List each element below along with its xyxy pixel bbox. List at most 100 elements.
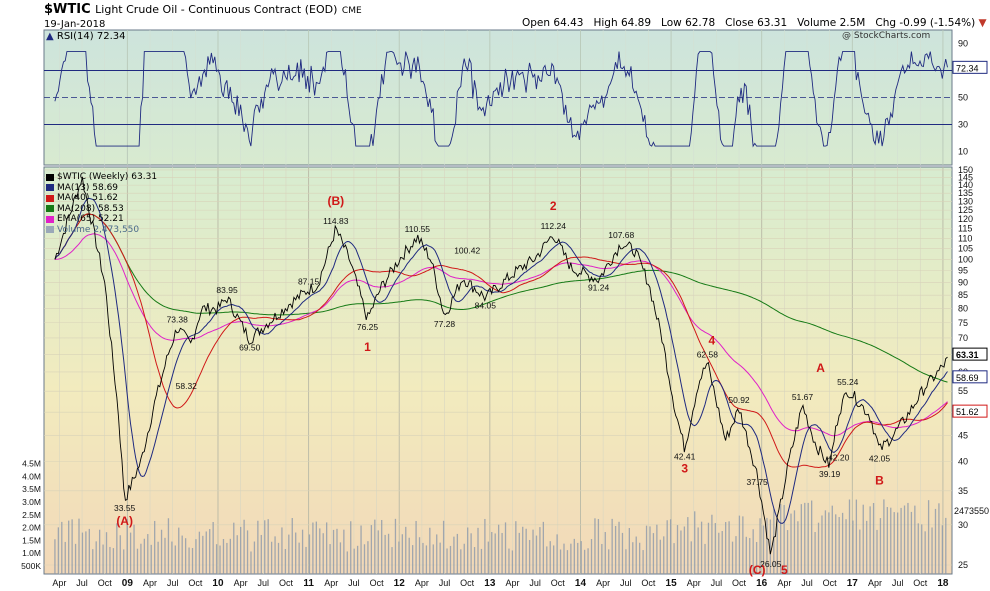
volume-bar <box>394 518 397 574</box>
price-tick-label: 110 <box>958 233 972 243</box>
volume-bar <box>793 510 796 574</box>
volume-bar <box>312 522 314 574</box>
volume-bar <box>133 524 135 574</box>
wave-label: (A) <box>116 514 133 528</box>
volume-bar <box>563 543 565 574</box>
volume-bar <box>240 526 242 574</box>
volume-bar <box>883 499 885 574</box>
legend-label: MA(40) 51.62 <box>57 193 119 203</box>
x-tick-label: Apr <box>868 578 882 588</box>
volume-bar <box>539 527 541 574</box>
volume-bar <box>680 530 682 574</box>
x-tick-label: Oct <box>370 578 385 588</box>
volume-bar <box>64 541 66 574</box>
volume-bar <box>618 521 620 574</box>
volume-tick-label: 4.5M <box>22 459 41 469</box>
volume-bar <box>277 542 280 574</box>
price-tick-label: 40 <box>958 456 968 466</box>
volume-bar <box>480 548 483 574</box>
volume-bar <box>246 530 249 574</box>
volume-bar <box>528 539 531 574</box>
volume-bar <box>731 541 734 574</box>
volume-bar <box>773 508 775 574</box>
ema65-line <box>54 233 948 437</box>
price-tick-label: 100 <box>958 254 973 264</box>
price-annotation: 39.19 <box>819 469 841 479</box>
price-tick-label: 25 <box>958 560 968 570</box>
x-tick-label: 11 <box>303 578 314 589</box>
volume-bar <box>890 507 892 574</box>
volume-bar <box>477 527 479 574</box>
volume-bar <box>604 532 606 574</box>
price-tick-label: 135 <box>958 188 973 198</box>
volume-bar <box>112 548 115 574</box>
volume-bar <box>74 543 77 574</box>
price-annotation: 100.42 <box>454 245 480 255</box>
volume-bar <box>745 536 747 574</box>
price-annotation: 42.20 <box>828 453 850 463</box>
volume-bar <box>446 548 448 574</box>
volume-bar <box>862 504 864 574</box>
volume-bar <box>804 502 806 574</box>
x-tick-label: Jul <box>892 578 904 588</box>
volume-bar <box>453 536 455 574</box>
volume-bar <box>57 527 60 574</box>
volume-bar <box>780 504 782 574</box>
volume-bar <box>669 519 672 574</box>
volume-bar <box>570 543 572 574</box>
volume-bar <box>298 542 300 574</box>
volume-bar <box>556 534 558 574</box>
rsi-line <box>54 51 948 148</box>
volume-bar <box>766 517 768 574</box>
volume-tick-label: 1.5M <box>22 535 41 545</box>
volume-bar <box>707 522 710 574</box>
value-tag <box>952 404 988 418</box>
volume-bar <box>893 512 895 574</box>
wave-label: (B) <box>327 194 344 208</box>
volume-bar <box>154 520 156 574</box>
volume-bar <box>425 545 428 574</box>
price-annotation: 37.75 <box>747 477 769 487</box>
volume-bar <box>831 505 833 574</box>
volume-bar <box>742 516 744 574</box>
volume-bar <box>577 542 579 574</box>
volume-bar <box>470 533 472 574</box>
volume-bar <box>205 531 207 574</box>
volume-bar <box>663 536 665 574</box>
volume-bar <box>876 529 878 574</box>
volume-bar <box>250 551 252 574</box>
volume-bar <box>559 549 562 574</box>
volume-bar <box>353 548 355 574</box>
volume-bar <box>98 529 101 574</box>
volume-bar <box>164 537 166 574</box>
volume-bar <box>81 532 84 574</box>
value-tag-label: 51.62 <box>956 407 979 417</box>
wave-label: 3 <box>681 462 688 476</box>
volume-value-label: 2473550 <box>954 506 989 516</box>
rsi-tick-label: 90 <box>958 39 968 49</box>
volume-bar <box>439 542 441 574</box>
volume-bar <box>432 544 434 574</box>
volume-bar <box>697 527 699 574</box>
x-tick-label: Oct <box>551 578 566 588</box>
volume-bar <box>532 529 534 574</box>
volume-bar <box>473 547 476 574</box>
price-annotation: 83.95 <box>216 285 238 295</box>
volume-bar <box>903 505 906 574</box>
volume-bar <box>666 520 668 574</box>
volume-bar <box>852 520 854 574</box>
wave-label: 1 <box>364 340 371 354</box>
volume-bar <box>215 544 218 574</box>
legend-swatch <box>46 205 54 213</box>
volume-bar <box>694 511 696 574</box>
volume-bar <box>412 545 414 574</box>
volume-bar <box>281 527 283 574</box>
volume-bar <box>270 541 273 574</box>
volume-bar <box>233 522 235 574</box>
x-tick-label: Oct <box>460 578 475 588</box>
volume-bar <box>807 502 809 574</box>
volume-bar <box>408 537 410 574</box>
volume-bar <box>295 532 297 574</box>
volume-bar <box>755 542 758 574</box>
volume-bar <box>896 512 899 574</box>
